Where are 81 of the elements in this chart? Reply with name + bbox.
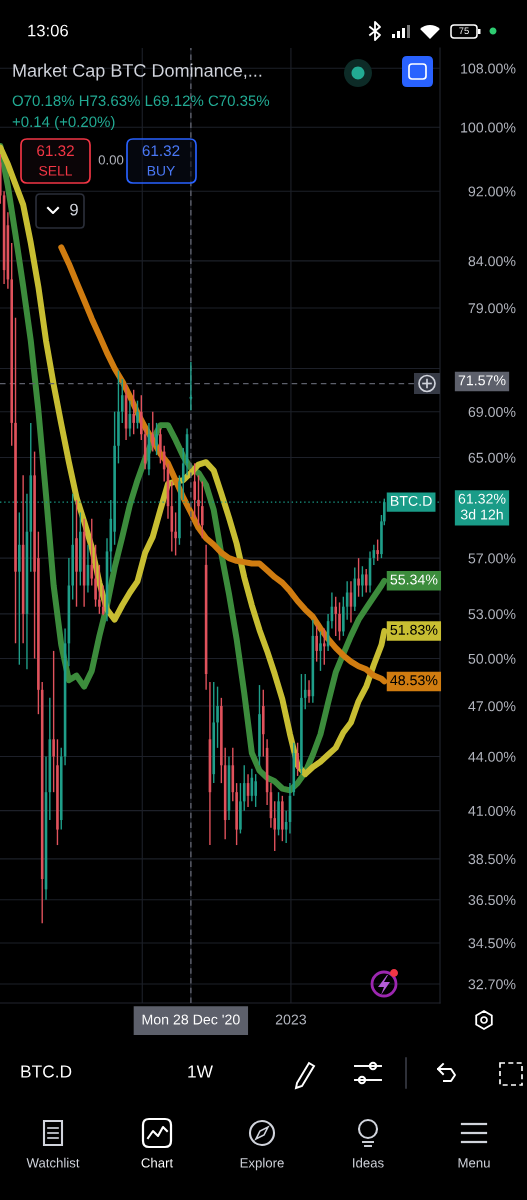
candlestick <box>52 650 55 793</box>
candlestick <box>120 378 124 424</box>
y-tick-label: 53.00% <box>468 609 516 620</box>
candlestick <box>319 630 322 672</box>
candlestick <box>216 685 219 749</box>
candlestick <box>155 422 158 456</box>
candlestick <box>193 462 196 520</box>
candlestick <box>201 480 204 539</box>
candlestick <box>56 738 59 846</box>
y-tick-label: 32.70% <box>468 979 516 990</box>
text: Market Cap BTC Dominance,... <box>13 63 262 81</box>
y-tick-label: 41.00% <box>468 805 516 816</box>
annotation: 61.32 <box>37 145 74 157</box>
y-tick-label: 79.00% <box>468 303 516 314</box>
y-tick-label: 50.00% <box>468 653 516 664</box>
candlestick <box>117 369 120 465</box>
y-tick-label: 44.00% <box>468 751 516 762</box>
candlestick <box>132 389 135 435</box>
y-tick-label: 92.00% <box>468 186 516 197</box>
y-tick-label: 36.50% <box>468 895 516 906</box>
text: 13:06 <box>28 24 68 37</box>
candlestick <box>242 764 246 812</box>
candlestick <box>14 317 17 645</box>
text: BTC.D <box>21 1065 72 1078</box>
candlestick <box>334 596 338 637</box>
candlestick <box>178 474 181 546</box>
candlestick <box>338 601 341 642</box>
candlestick <box>296 742 299 777</box>
text: Ideas <box>353 1157 384 1168</box>
candlestick <box>258 684 261 766</box>
candlestick <box>300 673 303 775</box>
candlestick <box>136 399 139 430</box>
text: Menu <box>458 1158 490 1168</box>
y-tick-label: 84.00% <box>468 256 516 267</box>
candlestick <box>376 538 379 562</box>
y-tick-label: 69.00% <box>468 406 516 417</box>
candlestick <box>277 791 280 837</box>
text: O70.18% H73.63% L69.12% C70.35% <box>12 95 270 107</box>
annotation: 0.00 <box>98 155 124 165</box>
data-label: 48.53% <box>390 675 438 686</box>
text: Chart <box>141 1157 174 1168</box>
x-tick-label: 2023 <box>275 1014 307 1025</box>
annotation: +0.14 (+0.20%) <box>12 116 115 130</box>
annotation: 9 <box>70 203 78 216</box>
candlestick <box>197 474 200 526</box>
candlestick <box>322 627 326 666</box>
candlestick <box>18 511 21 666</box>
candlestick <box>75 499 78 608</box>
y-tick-label: 100.00% <box>461 122 516 133</box>
candlestick <box>315 624 318 663</box>
x-tick-label: Mon 28 Dec '20 <box>142 1014 240 1025</box>
candlestick <box>94 544 97 608</box>
candlestick <box>239 782 242 835</box>
candlestick <box>90 518 94 587</box>
annotation: BUY <box>147 166 175 176</box>
candlestick <box>361 565 364 598</box>
y-tick-label: 57.00% <box>468 553 516 564</box>
annotation: SELL <box>39 165 73 176</box>
ref-line-label: 61.32% 3d 12h <box>458 493 506 520</box>
candlestick <box>303 673 307 710</box>
y-tick-label: 38.50% <box>468 854 516 865</box>
y-tick-label: 47.00% <box>468 701 516 712</box>
candlestick <box>235 782 238 846</box>
text: Watchlist <box>26 1157 80 1168</box>
candlestick <box>151 410 155 453</box>
y-tick-label: 34.50% <box>468 938 516 949</box>
candlestick <box>98 564 101 615</box>
y-tick-label: 108.00% <box>461 63 516 74</box>
candlestick <box>281 795 284 842</box>
candlestick <box>254 773 257 808</box>
candlestick <box>364 568 368 594</box>
text: 1W <box>188 1065 213 1078</box>
candlestick <box>357 557 360 598</box>
data-label: 51.83% <box>390 624 438 635</box>
annotation: 61.32 <box>142 145 180 157</box>
y-tick-label: 65.00% <box>468 452 516 463</box>
series-label: BTC.D <box>391 495 432 506</box>
text: Explore <box>240 1157 284 1171</box>
ref-line-label: 71.57% <box>458 375 506 386</box>
text: 75 <box>459 27 469 35</box>
data-label: 55.34% <box>390 574 438 585</box>
